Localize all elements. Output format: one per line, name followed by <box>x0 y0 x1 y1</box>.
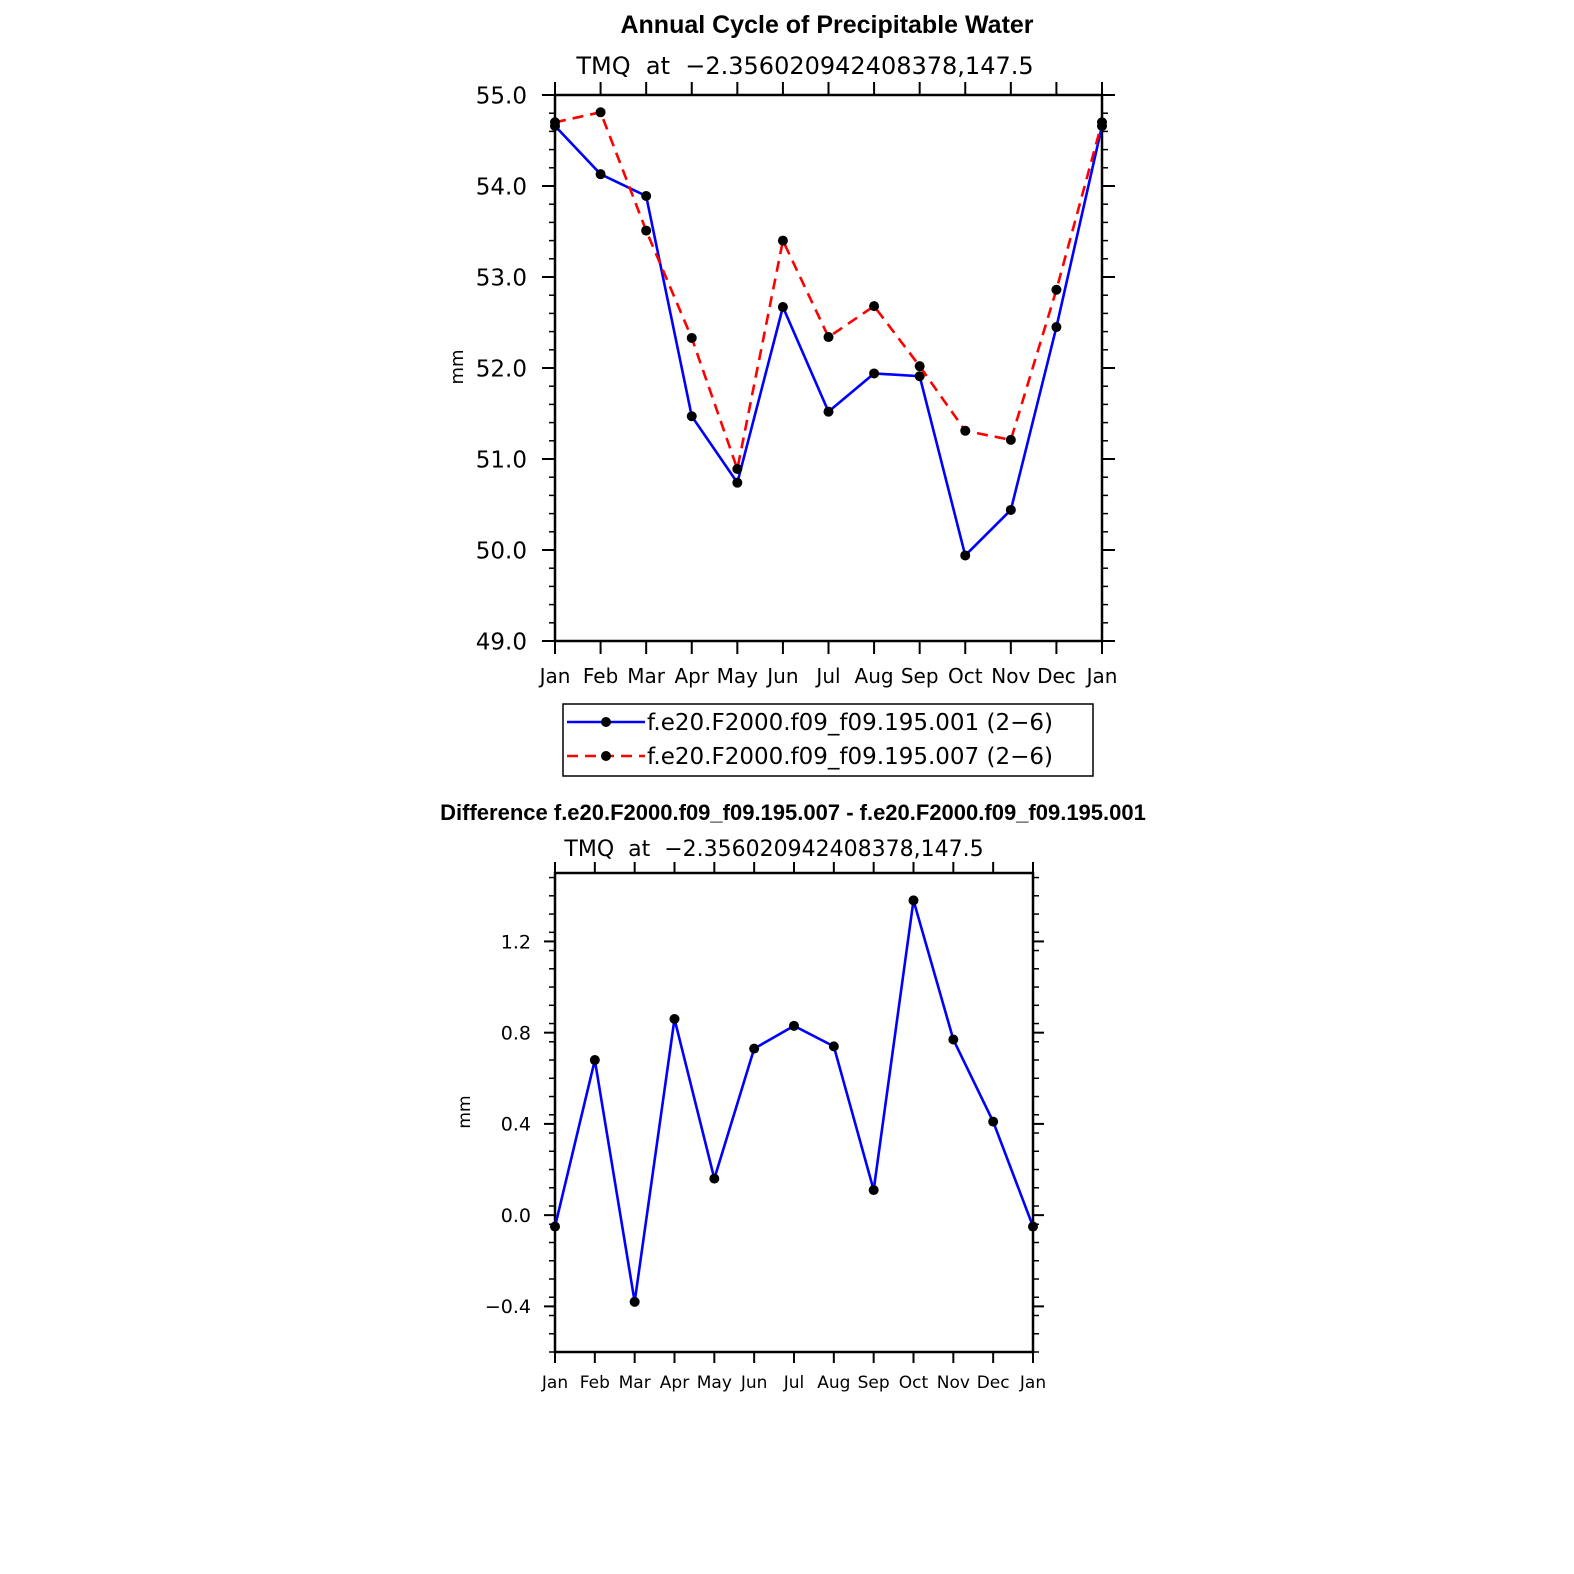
y-tick-label: 51.0 <box>476 447 527 473</box>
x-tick-label: Feb <box>580 1373 610 1393</box>
chart1-legend: f.e20.F2000.f09_f09.195.001 (2−6) f.e20.F… <box>562 703 1094 777</box>
chart1-title: Annual Cycle of Precipitable Water <box>620 11 1033 39</box>
data-point <box>960 425 971 436</box>
x-tick-label: Mar <box>627 664 666 688</box>
x-tick-label: Jun <box>765 664 798 688</box>
data-point <box>732 464 743 475</box>
plot-frame <box>553 93 1104 643</box>
y-tick-label: 1.2 <box>501 931 531 953</box>
x-tick-label: Jul <box>783 1373 805 1393</box>
legend-box <box>562 703 1094 777</box>
y-tick-label: 50.0 <box>476 538 527 564</box>
data-point <box>1051 322 1062 333</box>
y-tick-label: 0.0 <box>501 1205 531 1227</box>
data-point <box>1005 504 1016 515</box>
data-point <box>869 368 880 379</box>
x-tick-label: Jan <box>1019 1373 1046 1393</box>
data-point <box>914 361 925 372</box>
y-tick-label: −0.4 <box>485 1296 531 1318</box>
x-tick-label: Jan <box>538 664 571 688</box>
data-point <box>828 1041 839 1052</box>
data-point <box>595 169 606 180</box>
legend-label-0: f.e20.F2000.f09_f09.195.001 (2−6) <box>647 710 1053 736</box>
y-tick-label: 53.0 <box>476 265 527 291</box>
data-point <box>948 1034 959 1045</box>
data-point <box>595 107 606 118</box>
x-tick-label: Sep <box>901 664 939 688</box>
data-point <box>686 332 697 343</box>
data-point <box>550 1221 560 1232</box>
series-line-0 <box>553 900 1035 1303</box>
data-point <box>1005 434 1016 445</box>
x-tick-label: Jul <box>814 664 840 688</box>
data-point <box>1051 284 1062 295</box>
data-point <box>960 550 971 561</box>
x-tick-label: Nov <box>937 1373 970 1393</box>
x-tick-label: Feb <box>583 664 618 688</box>
x-tick-label: Oct <box>899 1373 929 1393</box>
x-tick-label: Oct <box>948 664 983 688</box>
x-tick-label: Sep <box>858 1373 890 1393</box>
data-point <box>629 1296 640 1307</box>
data-point <box>1097 117 1107 128</box>
plot-frame <box>553 871 1035 1354</box>
data-point <box>589 1055 600 1066</box>
legend-marker <box>601 751 611 761</box>
chart2-ylabel: mm <box>455 1095 475 1128</box>
y-tick-label: 0.8 <box>501 1023 531 1045</box>
y-tick-label: 49.0 <box>476 629 527 655</box>
y-tick-label: 55.0 <box>476 83 527 109</box>
x-tick-label: Dec <box>1037 664 1076 688</box>
data-point <box>777 235 788 246</box>
x-tick-label: Mar <box>619 1373 651 1393</box>
y-tick-label: 52.0 <box>476 356 527 382</box>
chart2-subtitle: TMQ at −2.356020942408378,147.5 <box>563 837 983 862</box>
x-tick-label: Jan <box>1085 664 1118 688</box>
y-tick-label: 0.4 <box>501 1114 531 1136</box>
x-tick-label: Jun <box>740 1373 768 1393</box>
data-point <box>732 477 743 488</box>
chart1-plot: Jan Feb Mar Apr May Jun Jul Aug Sep Oct Nov Dec Jan 4… <box>476 82 1118 688</box>
data-point <box>823 332 834 343</box>
legend-marker <box>601 717 611 727</box>
x-tick-label: Apr <box>674 664 709 688</box>
chart1-subtitle: TMQ at −2.356020942408378,147.5 <box>575 52 1033 80</box>
data-point <box>1028 1221 1038 1232</box>
data-point <box>914 371 925 382</box>
data-point <box>868 1185 879 1196</box>
x-tick-label: Dec <box>977 1373 1010 1393</box>
x-tick-label: Nov <box>991 664 1030 688</box>
data-point <box>749 1043 760 1054</box>
data-point <box>908 895 919 906</box>
x-tick-label: Jan <box>541 1373 568 1393</box>
x-tick-label: May <box>697 1373 732 1393</box>
data-point <box>641 225 652 236</box>
chart2-title: Difference f.e20.F2000.f09_f09.195.007 -… <box>440 800 1146 825</box>
data-point <box>869 301 880 312</box>
chart2-plot: Jan Feb Mar Apr May Jun Jul Aug Sep Oct Nov Dec Jan −… <box>485 862 1046 1393</box>
x-tick-label: Apr <box>660 1373 689 1393</box>
data-point <box>777 302 788 313</box>
data-point <box>669 1013 680 1024</box>
y-tick-label: 54.0 <box>476 174 527 200</box>
x-tick-label: Aug <box>817 1373 850 1393</box>
chart1-ylabel: mm <box>447 349 468 384</box>
x-tick-label: May <box>717 664 759 688</box>
data-point <box>823 406 834 417</box>
legend-label-1: f.e20.F2000.f09_f09.195.007 (2−6) <box>647 744 1053 770</box>
data-point <box>709 1173 720 1184</box>
data-point <box>789 1020 799 1031</box>
data-point <box>641 191 652 202</box>
x-tick-label: Aug <box>855 664 894 688</box>
data-point <box>550 117 560 128</box>
data-point <box>988 1116 999 1127</box>
data-point <box>686 411 697 422</box>
